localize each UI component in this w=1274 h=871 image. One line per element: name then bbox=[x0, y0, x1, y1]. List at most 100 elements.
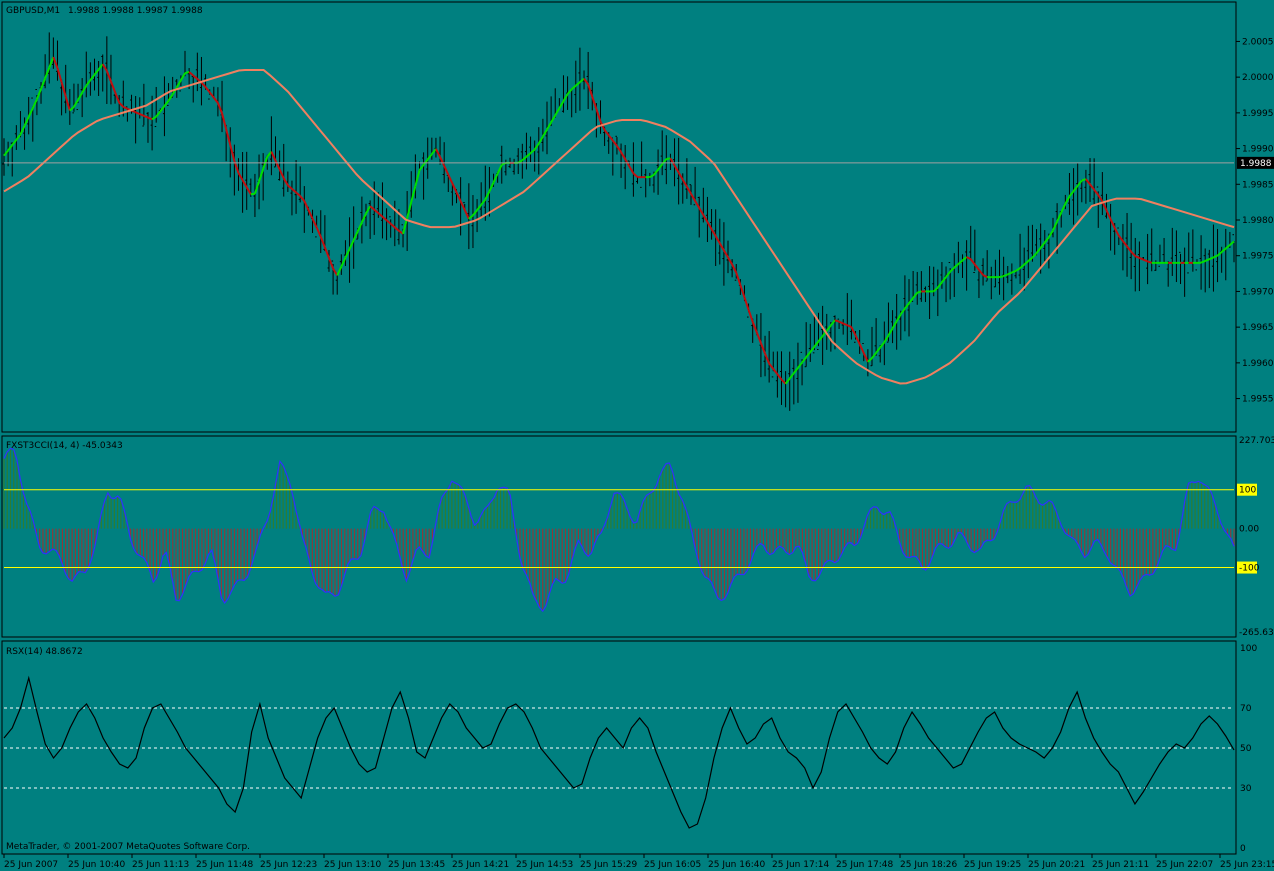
fast-ma-segment bbox=[999, 275, 1004, 279]
fast-ma-segment bbox=[85, 79, 92, 87]
rsx-indicator-label: RSX(14) 48.8672 bbox=[6, 647, 83, 657]
fast-ma-segment bbox=[455, 191, 462, 202]
fast-ma-segment bbox=[356, 222, 363, 232]
fast-ma-segment bbox=[332, 268, 339, 276]
time-tick-label: 25 Jun 11:48 bbox=[196, 860, 253, 870]
fast-ma-segment bbox=[143, 114, 149, 119]
price-tick-label: 2.0005 bbox=[1242, 37, 1274, 47]
fast-ma-segment bbox=[77, 92, 84, 101]
fast-ma-segment bbox=[472, 209, 478, 217]
fast-ma-segment bbox=[666, 157, 671, 160]
fast-ma-segment bbox=[1213, 254, 1218, 259]
fast-ma-segment bbox=[1130, 251, 1137, 257]
ohlc-label: 1.9988 1.9988 1.9987 1.9988 bbox=[68, 6, 203, 16]
fast-ma-segment bbox=[862, 352, 869, 363]
fast-ma-segment bbox=[1225, 244, 1231, 250]
fast-ma-segment bbox=[208, 91, 215, 99]
fast-ma-segment bbox=[941, 276, 947, 283]
fast-ma-segment bbox=[1011, 269, 1017, 274]
fast-ma-segment bbox=[554, 107, 561, 116]
rsx-axis-label: 0 bbox=[1240, 844, 1246, 854]
fast-ma-segment bbox=[1072, 185, 1079, 192]
fast-ma-segment bbox=[390, 223, 396, 229]
fast-ma-segment bbox=[1208, 256, 1214, 261]
fast-ma-segment bbox=[817, 335, 824, 342]
fast-ma-segment bbox=[64, 96, 71, 111]
fast-ma-segment bbox=[237, 172, 244, 181]
fast-ma-segment bbox=[410, 185, 417, 203]
fast-ma-segment bbox=[496, 164, 503, 175]
fast-ma-segment bbox=[945, 271, 951, 278]
fast-ma-segment bbox=[31, 98, 38, 109]
fast-ma-segment bbox=[52, 56, 59, 69]
fast-ma-segment bbox=[287, 184, 293, 190]
fast-ma-segment bbox=[352, 230, 359, 241]
cci-axis-label: -265.638 bbox=[1239, 628, 1274, 638]
fast-ma-segment bbox=[159, 105, 166, 112]
fast-ma-segment bbox=[735, 272, 742, 286]
fast-ma-segment bbox=[895, 313, 902, 322]
time-tick-label: 25 Jun 19:25 bbox=[964, 860, 1021, 870]
fast-ma-segment bbox=[759, 342, 766, 355]
fast-ma-segment bbox=[1138, 256, 1144, 261]
fast-ma-segment bbox=[550, 114, 557, 123]
fast-ma-segment bbox=[879, 341, 886, 349]
fast-ma-segment bbox=[727, 256, 733, 265]
fast-ma-segment bbox=[969, 258, 976, 266]
price-bars bbox=[2, 32, 1235, 411]
cci-axis-label: 100 bbox=[1239, 486, 1256, 496]
fast-ma-segment bbox=[533, 143, 540, 151]
fast-ma-segment bbox=[23, 116, 30, 127]
fast-ma-segment bbox=[105, 70, 112, 82]
time-tick-label: 25 Jun 16:40 bbox=[708, 860, 765, 870]
time-tick-label: 25 Jun 18:26 bbox=[900, 860, 957, 870]
fast-ma-segment bbox=[221, 112, 228, 130]
fast-ma-segment bbox=[81, 85, 88, 94]
fast-ma-segment bbox=[381, 215, 388, 221]
fast-ma-segment bbox=[867, 357, 873, 363]
fast-ma-segment bbox=[311, 218, 318, 228]
fast-ma-segment bbox=[797, 361, 803, 369]
fast-ma-segment bbox=[1003, 273, 1009, 278]
fast-ma-segment bbox=[883, 334, 890, 343]
fast-ma-segment bbox=[1056, 212, 1063, 222]
fast-ma-segment bbox=[1015, 267, 1021, 272]
fast-ma-segment bbox=[891, 320, 898, 329]
fast-ma-segment bbox=[566, 88, 573, 95]
fast-ma-segment bbox=[743, 297, 750, 311]
fast-ma-segment bbox=[299, 195, 306, 202]
time-tick-label: 25 Jun 13:45 bbox=[388, 860, 445, 870]
time-tick-label: 25 Jun 14:21 bbox=[452, 860, 509, 870]
fast-ma-segment bbox=[1035, 247, 1042, 254]
main-pane-frame[interactable] bbox=[1, 1, 1237, 433]
fast-ma-segment bbox=[459, 200, 466, 211]
fast-ma-segment bbox=[571, 84, 577, 90]
fast-ma-segment bbox=[213, 97, 219, 104]
fast-ma-segment bbox=[1043, 236, 1050, 244]
fast-ma-segment bbox=[755, 332, 762, 344]
fast-ma-segment bbox=[966, 256, 972, 261]
fast-ma-segment bbox=[340, 257, 347, 268]
fast-ma-segment bbox=[418, 164, 425, 171]
fast-ma-segment bbox=[887, 327, 894, 336]
fast-ma-segment bbox=[188, 71, 194, 77]
fast-ma-segment bbox=[521, 155, 528, 161]
fast-ma-segment bbox=[245, 186, 252, 195]
fast-ma-segment bbox=[525, 152, 532, 158]
fast-ma-segment bbox=[1048, 229, 1054, 238]
fast-ma-segment bbox=[258, 168, 265, 182]
fast-ma-segment bbox=[620, 151, 627, 160]
fast-ma-segment bbox=[163, 100, 170, 107]
rsx-pane-frame[interactable] bbox=[1, 640, 1237, 855]
fast-ma-segment bbox=[1093, 189, 1100, 196]
fast-ma-segment bbox=[632, 172, 639, 178]
fast-ma-segment bbox=[295, 191, 301, 197]
fast-ma-segment bbox=[1221, 247, 1227, 253]
cci-pane-frame[interactable] bbox=[1, 435, 1237, 638]
fast-ma-segment bbox=[241, 179, 248, 188]
rsx-indicator-pane bbox=[3, 675, 1235, 829]
fast-ma-segment bbox=[809, 346, 816, 353]
fast-ma-segment bbox=[982, 274, 988, 279]
fast-ma-segment bbox=[842, 322, 848, 327]
